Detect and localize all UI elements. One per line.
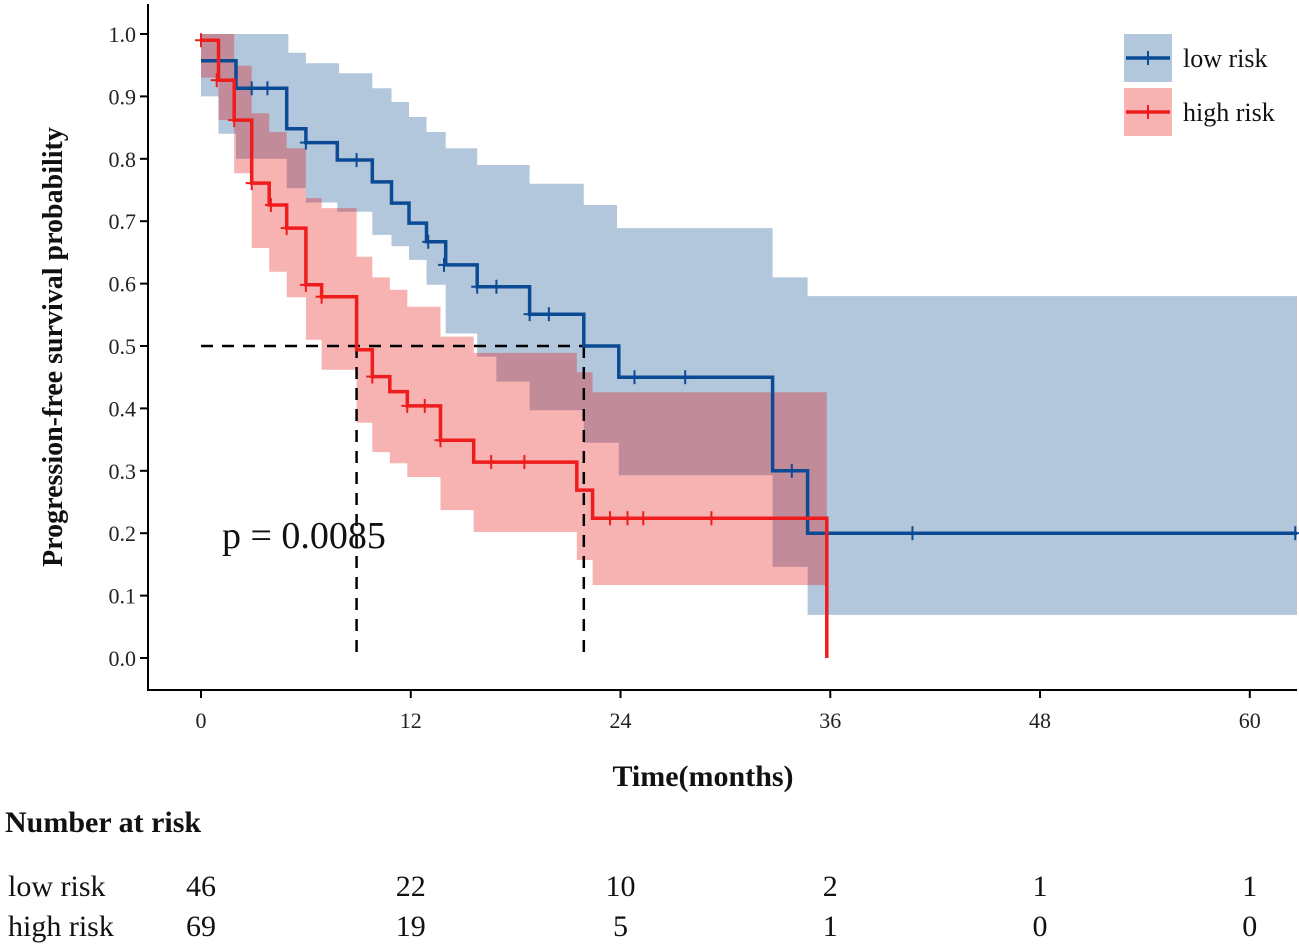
risk-count: 0 <box>1242 910 1257 943</box>
y-tick-label: 0.1 <box>109 584 137 609</box>
high-risk-censor-mark <box>245 176 258 191</box>
risk-count: 19 <box>396 910 426 943</box>
low-risk-censor-mark <box>542 307 555 322</box>
high-risk-censor-mark <box>485 455 498 470</box>
risk-count: 0 <box>1033 910 1048 943</box>
high-risk-censor-mark <box>604 511 617 526</box>
x-axis-label: Time(months) <box>612 760 793 793</box>
low-risk-censor-mark <box>245 81 258 96</box>
low-risk-censor-mark <box>261 81 274 96</box>
y-tick-label: 0.5 <box>109 334 137 359</box>
y-tick-label: 0.0 <box>109 646 137 671</box>
x-tick-label: 12 <box>400 708 422 733</box>
y-tick-label: 0.4 <box>109 396 137 421</box>
high-risk-censor-mark <box>280 221 293 236</box>
high-risk-confidence-band <box>201 34 827 585</box>
x-tick-label: 0 <box>196 708 207 733</box>
high-risk-censor-mark <box>299 277 312 292</box>
y-tick-label: 0.2 <box>109 521 137 546</box>
low-risk-censor-mark <box>490 279 503 294</box>
low-risk-censor-mark <box>299 135 312 150</box>
risk-count: 1 <box>1242 870 1257 903</box>
x-tick-label: 60 <box>1239 708 1261 733</box>
y-tick-label: 0.8 <box>109 147 137 172</box>
confidence-bands <box>201 34 1297 615</box>
y-axis-label: Progression-free survival probability <box>38 127 69 567</box>
low-risk-censor-mark <box>679 370 692 385</box>
x-tick-label: 36 <box>819 708 841 733</box>
risk-table-title: Number at risk <box>5 806 201 839</box>
p-value-annotation: p = 0.0085 <box>222 515 386 557</box>
low-risk-censor-mark <box>785 463 798 478</box>
risk-count: 1 <box>1033 870 1048 903</box>
high-risk-censor-mark <box>315 289 328 304</box>
high-risk-censor-mark <box>705 511 718 526</box>
legend: low risk high risk <box>1124 34 1275 136</box>
low-risk-censor-mark <box>906 526 919 541</box>
survival-curves <box>195 33 1299 658</box>
low-risk-legend-label: low risk <box>1183 44 1268 73</box>
risk-count: 69 <box>186 910 216 943</box>
low-risk-survival-line <box>201 59 1297 535</box>
high-risk-censor-mark <box>195 33 207 48</box>
low-risk-censor-mark <box>422 234 435 249</box>
low-risk-censor-mark <box>471 279 484 294</box>
low-risk-censor-mark <box>523 307 536 322</box>
high-risk-censor-mark <box>210 73 223 88</box>
high-risk-censor-mark <box>228 113 241 128</box>
median-lines <box>201 344 586 658</box>
low-risk-censor-mark <box>350 153 363 168</box>
risk-count: 10 <box>606 870 636 903</box>
low-risk-censor-mark <box>628 370 641 385</box>
y-tick-label: 1.0 <box>109 22 137 47</box>
high-risk-censor-mark <box>637 511 650 526</box>
risk-count: 46 <box>186 870 216 903</box>
x-tick-label: 24 <box>610 708 632 733</box>
x-tick-label: 48 <box>1029 708 1051 733</box>
y-tick-label: 0.3 <box>109 459 137 484</box>
risk-count: 22 <box>396 870 426 903</box>
risk-row-label: high risk <box>8 910 114 943</box>
high-risk-censor-mark <box>401 398 414 413</box>
high-risk-censor-mark <box>418 398 431 413</box>
high-risk-censor-mark <box>434 433 447 448</box>
high-risk-censor-mark <box>518 455 531 470</box>
y-tick-label: 0.6 <box>109 272 137 297</box>
risk-count: 1 <box>823 910 838 943</box>
high-risk-censor-mark <box>264 197 277 212</box>
high-risk-legend-label: high risk <box>1183 98 1275 127</box>
y-tick-label: 0.9 <box>109 84 137 109</box>
risk-row-label: low risk <box>8 870 106 903</box>
low-risk-censor-mark <box>1289 526 1299 541</box>
high-risk-survival-line <box>201 38 829 658</box>
high-risk-censor-mark <box>621 511 634 526</box>
high-risk-censor-mark <box>366 369 379 384</box>
risk-count: 5 <box>613 910 628 943</box>
y-tick-label: 0.7 <box>109 209 137 234</box>
low-risk-censor-mark <box>437 257 450 272</box>
low-risk-confidence-band <box>201 34 1297 615</box>
risk-count: 2 <box>823 870 838 903</box>
